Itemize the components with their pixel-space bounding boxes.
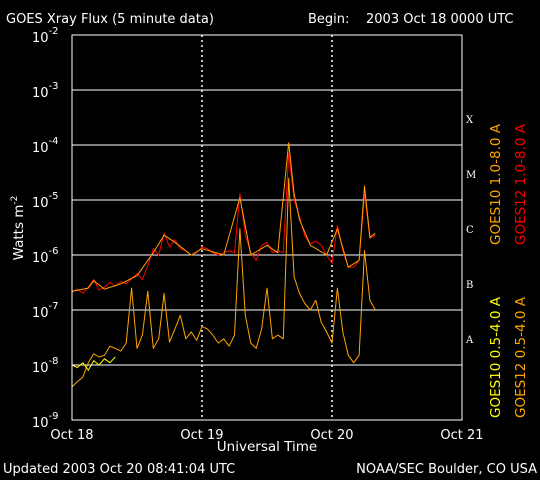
series-line [71, 153, 376, 294]
y-tick-label: 10-8 [32, 356, 59, 376]
legend-entry: GOES10 0.5-4.0 A [488, 296, 504, 418]
y-tick-label: 10-7 [32, 301, 59, 321]
legend-entry: GOES10 1.0-8.0 A [488, 123, 504, 245]
x-tick-label: Oct 20 [310, 428, 353, 443]
legend-entry: GOES12 0.5-4.0 A [513, 296, 529, 418]
legend: GOES10 0.5-4.0 A GOES10 1.0-8.0 A GOES12 0… [488, 123, 529, 418]
plot-series [71, 142, 376, 388]
plot-gridlines [72, 35, 462, 420]
y-tick-label: 10-3 [32, 81, 59, 101]
flare-class-label: M [466, 170, 476, 181]
flare-class-label: C [466, 225, 474, 236]
updated-timestamp: Updated 2003 Oct 20 08:41:04 UTC [3, 462, 235, 477]
chart-title: GOES Xray Flux (5 minute data) [6, 12, 214, 27]
series-line [71, 356, 116, 371]
y-tick-label: 10-9 [32, 411, 59, 431]
legend-entry: GOES12 1.0-8.0 A [513, 123, 529, 245]
x-axis-label: Universal Time [217, 439, 317, 455]
begin-label: Begin: [308, 12, 349, 27]
series-line [71, 142, 376, 292]
y-tick-label: 10-6 [32, 246, 59, 266]
y-axis-label: Watts m-2 [10, 196, 27, 261]
flare-class-label: X [466, 115, 474, 126]
plot-frame [71, 34, 463, 421]
x-tick-labels: Oct 18 Oct 19 Oct 20 Oct 21 [50, 428, 483, 443]
flare-class-label: B [466, 280, 473, 291]
y-tick-label: 10-5 [32, 191, 59, 211]
flare-class-labels: X M C B A [465, 115, 476, 346]
y-tick-label: 10-4 [32, 136, 59, 156]
series-line [71, 177, 376, 388]
y-tick-label: 10-2 [32, 26, 59, 46]
x-tick-label: Oct 21 [440, 428, 483, 443]
x-tick-label: Oct 18 [50, 428, 93, 443]
y-tick-labels: 10-2 10-3 10-4 10-5 10-6 10-7 10-8 10-9 [32, 26, 78, 431]
flare-class-label: A [465, 335, 474, 346]
x-tick-label: Oct 19 [180, 428, 223, 443]
begin-value: 2003 Oct 18 0000 UTC [366, 12, 514, 27]
source-credit: NOAA/SEC Boulder, CO USA [356, 462, 537, 477]
